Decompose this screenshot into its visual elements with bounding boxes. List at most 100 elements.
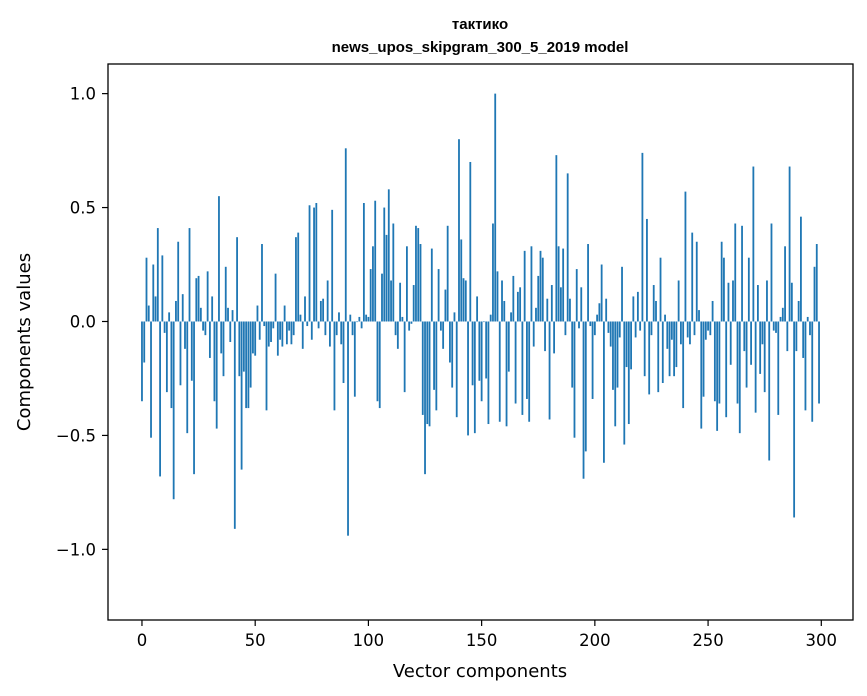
bar-247 bbox=[700, 321, 703, 429]
bar-257 bbox=[723, 257, 725, 322]
bar-250 bbox=[707, 321, 709, 331]
bar-10 bbox=[163, 321, 166, 333]
bar-115 bbox=[401, 316, 404, 322]
bar-2 bbox=[145, 257, 148, 322]
bar-188 bbox=[566, 173, 569, 322]
bar-144 bbox=[467, 321, 469, 436]
bar-280 bbox=[775, 321, 777, 333]
bar-17 bbox=[179, 321, 182, 386]
bar-196 bbox=[584, 321, 587, 452]
bar-260 bbox=[729, 321, 732, 365]
bar-237 bbox=[677, 280, 680, 322]
bar-193 bbox=[578, 321, 580, 329]
x-tick-label: 250 bbox=[692, 631, 724, 650]
bar-41 bbox=[233, 321, 236, 529]
bar-281 bbox=[777, 321, 780, 415]
bar-113 bbox=[396, 321, 399, 349]
x-tick-label: 100 bbox=[353, 631, 385, 650]
bar-287 bbox=[790, 282, 793, 322]
bar-36 bbox=[222, 321, 225, 377]
bar-221 bbox=[641, 152, 644, 322]
bar-169 bbox=[523, 250, 526, 322]
bar-234 bbox=[670, 321, 673, 340]
bar-78 bbox=[317, 321, 320, 329]
bar-22 bbox=[190, 321, 193, 381]
bar-118 bbox=[408, 321, 411, 331]
bar-128 bbox=[430, 248, 433, 322]
bar-13 bbox=[170, 321, 173, 409]
bar-85 bbox=[333, 321, 336, 411]
bar-173 bbox=[532, 321, 535, 347]
bar-264 bbox=[738, 321, 741, 434]
bar-282 bbox=[779, 316, 782, 322]
bar-192 bbox=[575, 269, 578, 322]
bar-148 bbox=[476, 296, 479, 322]
bar-143 bbox=[464, 280, 467, 322]
bar-53 bbox=[261, 244, 263, 322]
bar-101 bbox=[369, 269, 372, 322]
bar-65 bbox=[288, 321, 291, 331]
bar-152 bbox=[485, 321, 488, 379]
bar-68 bbox=[295, 237, 297, 322]
bar-130 bbox=[435, 321, 438, 411]
bars-group bbox=[141, 93, 820, 536]
bar-265 bbox=[741, 225, 743, 322]
bar-179 bbox=[546, 298, 549, 322]
bar-24 bbox=[195, 278, 198, 322]
bar-219 bbox=[636, 291, 639, 322]
bar-284 bbox=[784, 246, 786, 322]
bar-278 bbox=[770, 223, 773, 322]
bar-209 bbox=[614, 321, 617, 427]
bar-266 bbox=[743, 321, 746, 352]
bar-258 bbox=[725, 321, 728, 418]
bar-11 bbox=[165, 321, 168, 393]
bar-180 bbox=[548, 321, 551, 420]
bar-96 bbox=[358, 316, 361, 322]
bar-289 bbox=[795, 321, 798, 352]
bar-12 bbox=[168, 312, 171, 322]
bar-1 bbox=[143, 321, 146, 363]
bar-56 bbox=[267, 321, 270, 347]
bar-157 bbox=[496, 271, 499, 322]
bar-146 bbox=[471, 321, 474, 386]
bar-54 bbox=[263, 321, 266, 327]
bar-108 bbox=[385, 234, 388, 322]
bar-153 bbox=[487, 321, 490, 425]
bar-25 bbox=[197, 275, 200, 322]
bar-16 bbox=[177, 241, 180, 322]
bar-3 bbox=[147, 305, 150, 322]
bar-133 bbox=[442, 321, 445, 349]
x-tick-label: 0 bbox=[137, 631, 148, 650]
bar-93 bbox=[351, 321, 354, 336]
bar-224 bbox=[648, 321, 651, 395]
bar-117 bbox=[406, 246, 408, 322]
bar-207 bbox=[609, 321, 612, 347]
bar-271 bbox=[754, 321, 757, 413]
chart-title: тактико bbox=[452, 16, 508, 33]
bar-66 bbox=[290, 321, 293, 345]
bar-295 bbox=[809, 321, 811, 336]
bar-276 bbox=[766, 280, 768, 322]
bar-112 bbox=[394, 321, 397, 336]
bar-204 bbox=[603, 321, 605, 463]
bar-294 bbox=[806, 316, 809, 322]
bar-249 bbox=[704, 321, 707, 340]
y-tick-label: 0.0 bbox=[70, 312, 96, 331]
bar-297 bbox=[813, 266, 816, 322]
bar-8 bbox=[159, 321, 161, 477]
bar-261 bbox=[732, 280, 734, 322]
bar-97 bbox=[360, 321, 363, 329]
bar-212 bbox=[621, 266, 623, 322]
x-tick-label: 300 bbox=[806, 631, 838, 650]
bar-71 bbox=[301, 321, 304, 349]
bar-114 bbox=[399, 282, 402, 322]
bar-44 bbox=[240, 321, 243, 470]
bar-7 bbox=[156, 228, 159, 322]
bar-32 bbox=[213, 321, 216, 402]
bar-79 bbox=[319, 300, 322, 322]
bar-164 bbox=[512, 275, 515, 322]
y-tick-label: 0.5 bbox=[70, 199, 96, 218]
bar-151 bbox=[482, 321, 485, 323]
bar-231 bbox=[664, 314, 666, 322]
bar-124 bbox=[421, 321, 424, 415]
